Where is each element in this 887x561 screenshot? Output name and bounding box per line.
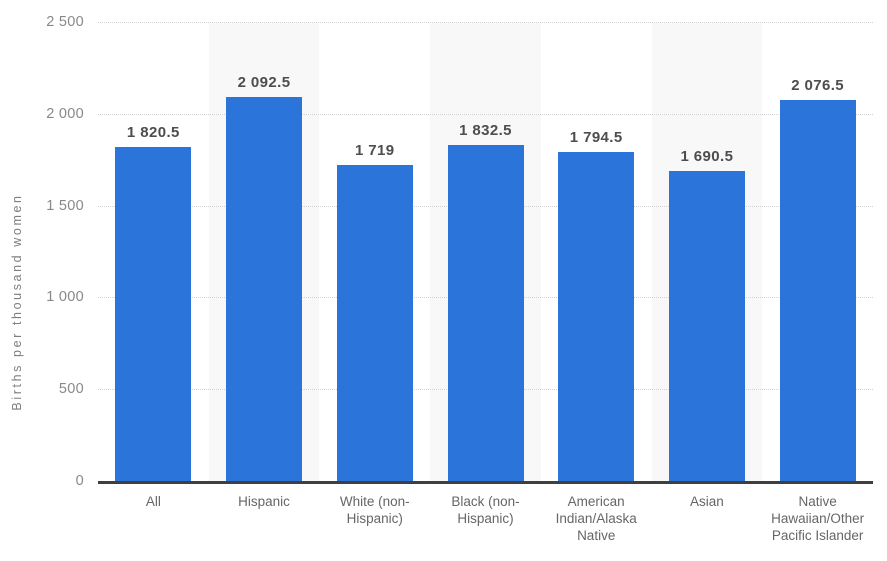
x-category-label: Hispanic: [238, 494, 290, 509]
gridline: [98, 22, 873, 23]
x-category-label: Asian: [690, 494, 724, 509]
bar-value-label: 1 832.5: [459, 121, 512, 139]
y-tick-label: 0: [75, 473, 84, 489]
bar: [336, 165, 413, 481]
x-category-label: Black (non- Hispanic): [451, 494, 520, 526]
y-tick-label: 2 000: [46, 105, 84, 122]
bar-value-label: 1 794.5: [569, 128, 623, 146]
bar-value-label: 1 719: [355, 142, 395, 160]
plot-area: 1 820.5 2 092.5 1 719 1 832.5 1 794.5 1 690.5…: [98, 22, 873, 481]
bar: [558, 151, 635, 481]
bar: [115, 146, 192, 481]
bar: [447, 144, 524, 481]
y-tick-label: 1 500: [46, 197, 84, 214]
y-tick-label: 500: [58, 381, 84, 398]
bar: [226, 96, 303, 481]
bar-value-label: 1 820.5: [126, 123, 180, 141]
x-category-label: Native Hawaiian/Other Pacific Islander: [771, 494, 865, 543]
y-tick-label: 2 500: [46, 14, 84, 30]
x-category-label: White (non- Hispanic): [339, 494, 410, 526]
y-tick-label: 1 000: [46, 289, 84, 306]
bar-value-label: 1 690.5: [680, 147, 734, 165]
x-axis-line: [98, 481, 873, 484]
bar: [779, 99, 856, 481]
gridline: [98, 113, 873, 115]
bar-value-label: 2 076.5: [791, 76, 845, 94]
bar: [668, 170, 745, 481]
x-category-label: American Indian/Alaska Native: [555, 494, 637, 543]
bar-value-label: 2 092.5: [237, 73, 291, 91]
x-category-label: All: [145, 494, 161, 509]
